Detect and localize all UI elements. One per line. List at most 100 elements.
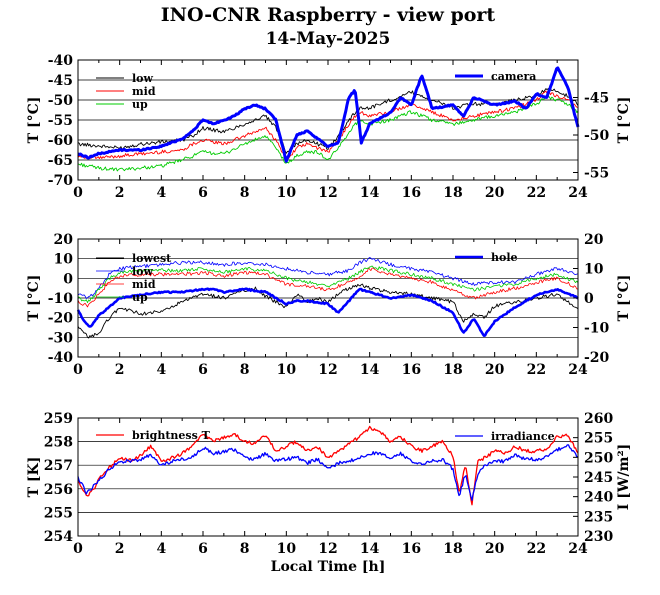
- panel-3: 0 2 4 6 8 10 12 14 16 18 20 22 242592582572562552542…: [26, 411, 632, 557]
- y-left-tick-label: -40: [48, 350, 74, 366]
- y-right-tick-label: -50: [584, 128, 610, 144]
- x-tick-label: 0: [73, 362, 83, 378]
- y-left-tick-label: 259: [44, 411, 73, 427]
- legend-label: low: [132, 265, 154, 278]
- x-tick-label: 10: [277, 362, 297, 378]
- x-tick-label: 0: [73, 541, 83, 557]
- y-left-axis-label: T [°C]: [26, 275, 42, 322]
- series-line-low: [77, 257, 579, 299]
- y-left-tick-label: -50: [48, 93, 74, 109]
- x-tick-label: 24: [568, 541, 588, 557]
- y-left-tick-label: 257: [44, 458, 73, 474]
- y-right-tick-label: -20: [584, 350, 610, 366]
- panel-1: 0 2 4 6 8 10 12 14 16 18 20 22 24-40-45-50-55-60-65-…: [26, 53, 632, 201]
- series-line-up: [77, 95, 579, 172]
- y-right-axis-label: T [°C]: [616, 275, 632, 322]
- x-tick-label: 12: [318, 541, 337, 557]
- y-right-tick-label: 20: [584, 232, 604, 248]
- y-right-tick-label: 235: [584, 509, 613, 525]
- y-left-tick-label: 0: [63, 271, 73, 287]
- y-right-tick-label: 255: [584, 431, 613, 447]
- x-tick-label: 4: [156, 185, 166, 201]
- series-line-camera: [77, 66, 580, 163]
- x-tick-label: 6: [198, 541, 208, 557]
- y-left-tick-label: 258: [44, 435, 73, 451]
- x-tick-label: 22: [527, 185, 546, 201]
- y-left-tick-label: -20: [48, 311, 74, 327]
- y-left-tick-label: 255: [44, 505, 73, 521]
- x-tick-label: 16: [402, 362, 421, 378]
- y-left-tick-label: -60: [48, 133, 74, 149]
- y-left-tick-label: 10: [54, 252, 74, 268]
- x-tick-label: 0: [73, 185, 83, 201]
- x-axis-label: Local Time [h]: [271, 559, 386, 575]
- series-line-hole: [76, 287, 579, 337]
- x-tick-label: 8: [240, 185, 250, 201]
- legend-label: hole: [491, 251, 518, 264]
- y-right-tick-label: 240: [584, 490, 613, 506]
- legend-label: brightness T: [132, 429, 211, 442]
- x-tick-label: 20: [485, 185, 505, 201]
- x-tick-label: 6: [198, 362, 208, 378]
- x-tick-label: 24: [568, 362, 588, 378]
- x-tick-label: 2: [115, 362, 125, 378]
- x-tick-label: 6: [198, 185, 208, 201]
- series-line-mid: [77, 90, 579, 160]
- y-right-tick-label: 230: [584, 529, 613, 545]
- x-tick-label: 16: [402, 185, 421, 201]
- y-right-tick-label: -10: [584, 321, 610, 337]
- y-left-tick-label: -10: [48, 291, 74, 307]
- y-right-tick-label: -55: [584, 166, 609, 182]
- legend-label: irradiance: [491, 430, 555, 443]
- y-left-tick-label: -70: [48, 173, 74, 189]
- x-tick-label: 10: [277, 541, 297, 557]
- x-tick-label: 22: [527, 541, 546, 557]
- x-tick-label: 4: [156, 362, 166, 378]
- legend-label: lowest: [132, 252, 172, 265]
- x-tick-label: 8: [240, 362, 250, 378]
- series-line-low: [77, 88, 579, 154]
- y-left-tick-label: -65: [48, 153, 73, 169]
- series-line-brightness-T: [77, 425, 579, 506]
- x-tick-label: 2: [115, 185, 125, 201]
- chart-title: INO-CNR Raspberry - view port: [161, 4, 496, 26]
- x-tick-label: 14: [360, 541, 380, 557]
- y-left-axis-label: T [°C]: [26, 97, 42, 144]
- x-tick-label: 18: [443, 185, 462, 201]
- legend-label: mid: [132, 85, 156, 98]
- y-right-tick-label: 10: [584, 262, 604, 278]
- legend-label: camera: [491, 70, 536, 83]
- y-left-tick-label: 256: [44, 482, 73, 498]
- y-left-tick-label: 254: [44, 529, 73, 545]
- y-right-tick-label: 260: [584, 411, 613, 427]
- y-left-tick-label: 20: [54, 232, 74, 248]
- x-tick-label: 2: [115, 541, 125, 557]
- series-line-irradiance: [77, 444, 579, 501]
- series-line-up: [77, 265, 579, 303]
- y-right-tick-label: 250: [584, 450, 613, 466]
- y-left-tick-label: -40: [48, 53, 74, 69]
- y-right-axis-label: T [°C]: [616, 97, 632, 144]
- legend-label: up: [132, 98, 148, 111]
- y-left-tick-label: -30: [48, 330, 74, 346]
- x-tick-label: 20: [485, 541, 505, 557]
- x-tick-label: 18: [443, 541, 462, 557]
- x-tick-label: 12: [318, 362, 337, 378]
- series-line-mid: [77, 267, 579, 308]
- x-tick-label: 14: [360, 185, 380, 201]
- y-left-tick-label: -45: [48, 73, 73, 89]
- panel-2: 0 2 4 6 8 10 12 14 16 18 20 22 2420100-10-20-30-4020…: [26, 232, 632, 378]
- y-right-tick-label: 245: [584, 470, 613, 486]
- y-right-tick-label: -45: [584, 91, 609, 107]
- x-tick-label: 16: [402, 541, 421, 557]
- x-tick-label: 22: [527, 362, 546, 378]
- x-tick-label: 18: [443, 362, 462, 378]
- y-left-tick-label: -55: [48, 113, 73, 129]
- y-right-tick-label: 0: [584, 291, 594, 307]
- y-left-axis-label: T [K]: [26, 457, 42, 498]
- legend-label: mid: [132, 278, 156, 291]
- x-tick-label: 14: [360, 362, 380, 378]
- x-tick-label: 24: [568, 185, 588, 201]
- x-tick-label: 10: [277, 185, 297, 201]
